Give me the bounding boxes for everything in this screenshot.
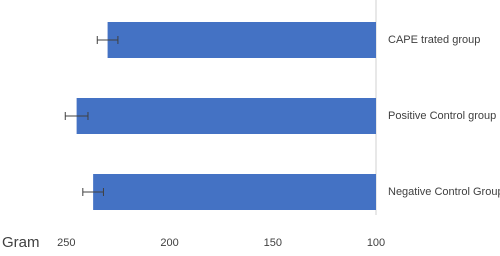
x-tick-label: 250 bbox=[57, 237, 75, 249]
x-axis-label: Gram bbox=[2, 234, 40, 251]
error-bar bbox=[64, 112, 89, 120]
x-tick-label: 200 bbox=[160, 237, 178, 249]
y-tick-label: CAPE trated group bbox=[388, 34, 480, 46]
bar bbox=[76, 98, 376, 134]
error-bar bbox=[82, 188, 104, 196]
y-tick-label: Positive Control group bbox=[388, 110, 496, 122]
x-tick-label: 100 bbox=[367, 237, 385, 249]
error-bar bbox=[96, 36, 119, 44]
bar bbox=[93, 174, 377, 210]
y-tick-label: Negative Control Group bbox=[388, 186, 500, 198]
x-tick-label: 150 bbox=[264, 237, 282, 249]
bar bbox=[107, 22, 377, 58]
